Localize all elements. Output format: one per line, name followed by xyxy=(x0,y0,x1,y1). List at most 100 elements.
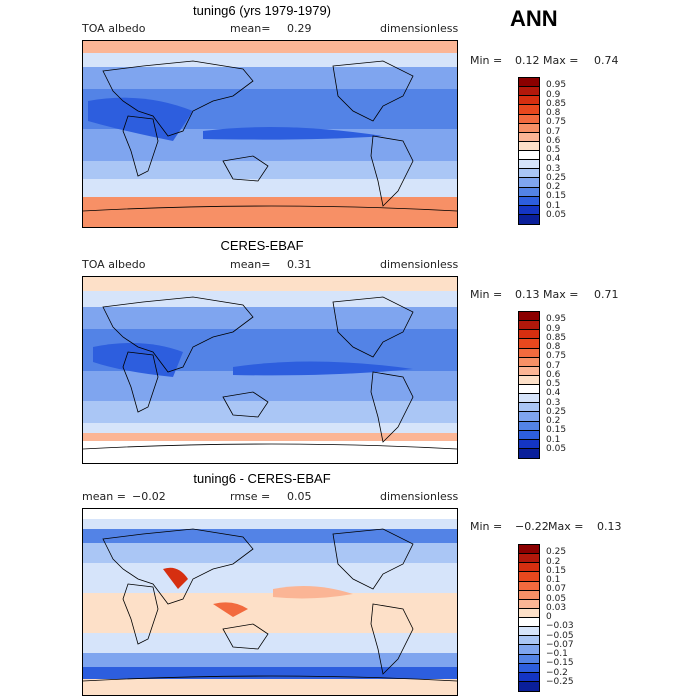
colorbar-segment xyxy=(519,214,539,224)
colorbar-segment xyxy=(519,160,539,170)
min-value-model: 0.12 xyxy=(515,54,540,67)
min-value-diff: −0.22 xyxy=(515,520,549,533)
panel-title-obs: CERES-EBAF xyxy=(220,238,304,253)
panel-units-obs: dimensionless xyxy=(380,258,459,271)
panel-mean-value-obs: 0.31 xyxy=(287,258,312,271)
colorbar-tick-label: −0.2 xyxy=(546,667,568,678)
map-model-plot xyxy=(83,41,457,227)
colorbar-tick-label: 0.2 xyxy=(546,182,561,192)
colorbar-tick-label: 0.05 xyxy=(546,209,567,220)
colorbar-tick-label: 0.1 xyxy=(546,434,561,445)
map-diff-plot xyxy=(83,509,457,695)
colorbar-tick-label: 0.95 xyxy=(546,80,567,91)
colorbar-tick-label: 0.4 xyxy=(546,154,561,165)
colorbar-segment xyxy=(519,618,539,628)
colorbar-tick-label: 0.8 xyxy=(546,108,561,118)
map-obs xyxy=(82,276,458,464)
map-model xyxy=(82,40,458,228)
season-label: ANN xyxy=(510,6,558,31)
colorbar-tick-label: −0.07 xyxy=(546,639,574,650)
panel-units-diff: dimensionless xyxy=(380,490,459,503)
colorbar-tick-label: 0.6 xyxy=(546,369,561,380)
colorbar-segment xyxy=(519,105,539,115)
colorbar-tick-label: 0.25 xyxy=(546,172,567,183)
colorbar-obs xyxy=(518,311,540,459)
colorbar-labels-obs: 0.95 0.9 0.85 0.8 0.75 0.7 0.6 0.5 0.4 0.3 0.25 0.2… xyxy=(546,311,606,459)
colorbar-tick-label: 0.05 xyxy=(546,593,567,604)
colorbar-labels-diff: 0.25 0.2 0.15 0.1 0.07 0.05 0.03 0 −0.03 −0.05 −0.… xyxy=(546,544,606,692)
colorbar-model xyxy=(518,77,540,225)
max-label-model: Max = xyxy=(543,54,579,67)
panel-title-model: tuning6 (yrs 1979-1979) xyxy=(192,3,332,18)
colorbar-segment xyxy=(519,357,539,367)
colorbar-segment xyxy=(519,196,539,206)
colorbar-segment xyxy=(519,430,539,440)
max-value-obs: 0.71 xyxy=(594,288,619,301)
colorbar-segment xyxy=(519,563,539,573)
colorbar-segment xyxy=(519,205,539,215)
colorbar-tick-label: 0.15 xyxy=(546,191,567,202)
colorbar-segment xyxy=(519,412,539,422)
colorbar-tick-label: 0.75 xyxy=(546,117,567,128)
colorbar-segment xyxy=(519,132,539,142)
colorbar-tick-label: 0.9 xyxy=(546,89,561,100)
colorbar-tick-label: 0.3 xyxy=(546,397,561,408)
panel-mean-label-obs: mean= xyxy=(230,258,271,271)
map-obs-plot xyxy=(83,277,457,463)
panel-rmse-label-diff: rmse = xyxy=(230,490,271,503)
map-diff xyxy=(82,508,458,696)
colorbar-segment xyxy=(519,394,539,404)
colorbar-segment xyxy=(519,96,539,106)
colorbar-segment xyxy=(519,187,539,197)
colorbar-labels-model: 0.95 0.9 0.85 0.8 0.75 0.7 0.6 0.5 0.4 0.3 0.25 0.2… xyxy=(546,77,606,225)
colorbar-segment xyxy=(519,627,539,637)
colorbar-tick-label: 0.1 xyxy=(546,575,561,585)
colorbar-segment xyxy=(519,581,539,591)
colorbar-segment xyxy=(519,545,539,555)
panel-mean-value-diff: −0.02 xyxy=(132,490,166,503)
colorbar-segment xyxy=(519,672,539,682)
colorbar-tick-label: 0.9 xyxy=(546,323,561,334)
colorbar-segment xyxy=(519,654,539,664)
colorbar-tick-label: 0.8 xyxy=(546,342,561,352)
colorbar-segment xyxy=(519,636,539,646)
colorbar-tick-label: 0.4 xyxy=(546,388,561,399)
colorbar-tick-label: 0.2 xyxy=(546,416,561,426)
colorbar-segment xyxy=(519,178,539,188)
colorbar-segment xyxy=(519,141,539,151)
colorbar-segment xyxy=(519,681,539,691)
colorbar-segment xyxy=(519,375,539,385)
colorbar-segment xyxy=(519,330,539,340)
colorbar-segment xyxy=(519,599,539,609)
colorbar-segment xyxy=(519,448,539,458)
panel-mean-label-diff: mean = xyxy=(82,490,126,503)
colorbar-segment xyxy=(519,554,539,564)
colorbar-segment xyxy=(519,590,539,600)
colorbar-segment xyxy=(519,439,539,449)
colorbar-tick-label: 0.25 xyxy=(546,406,567,417)
max-value-diff: 0.13 xyxy=(597,520,622,533)
colorbar-tick-label: −0.03 xyxy=(546,621,574,632)
colorbar-segment xyxy=(519,87,539,97)
colorbar-tick-label: 0.5 xyxy=(546,145,561,155)
colorbar-segment xyxy=(519,151,539,161)
colorbar-tick-label: 0.15 xyxy=(546,565,567,576)
colorbar-segment xyxy=(519,366,539,376)
colorbar-segment xyxy=(519,348,539,358)
colorbar-tick-label: −0.15 xyxy=(546,658,574,669)
colorbar-segment xyxy=(519,169,539,179)
colorbar-segment xyxy=(519,114,539,124)
colorbar-tick-label: 0.95 xyxy=(546,314,567,325)
colorbar-tick-label: 0.15 xyxy=(546,425,567,436)
colorbar-tick-label: 0.5 xyxy=(546,379,561,389)
colorbar-tick-label: 0.1 xyxy=(546,200,561,211)
colorbar-segment xyxy=(519,312,539,322)
colorbar-tick-label: 0.75 xyxy=(546,351,567,362)
colorbar-tick-label: 0.2 xyxy=(546,556,561,567)
colorbar-segment xyxy=(519,339,539,349)
colorbar-tick-label: 0.85 xyxy=(546,98,567,109)
colorbar-tick-label: −0.25 xyxy=(546,676,574,687)
min-label-obs: Min = xyxy=(470,288,503,301)
colorbar-segment xyxy=(519,403,539,413)
colorbar-tick-label: 0.05 xyxy=(546,443,567,454)
